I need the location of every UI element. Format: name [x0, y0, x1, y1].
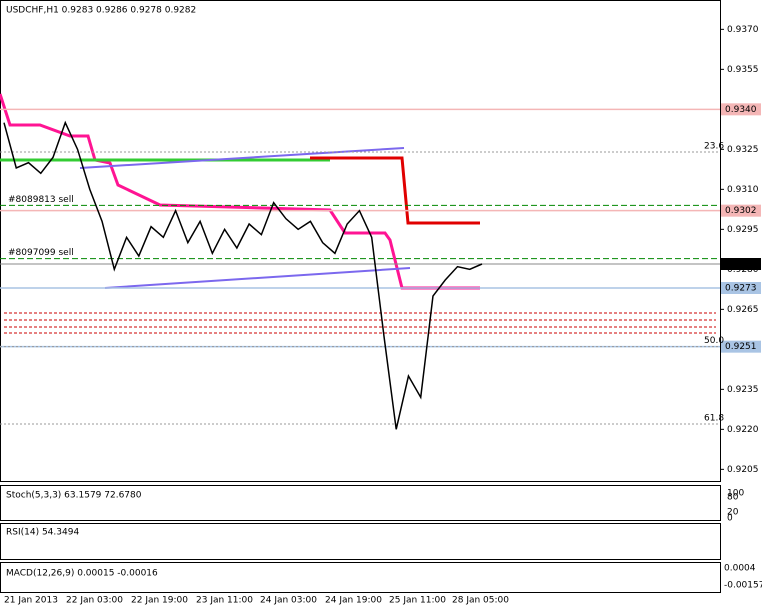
main-pane	[0, 0, 721, 482]
current-price-label: 0.9282	[725, 260, 757, 270]
level-tag	[721, 282, 761, 294]
level-tag	[721, 204, 761, 217]
macd-tick: 0.0004	[724, 564, 756, 574]
time-label: 24 Jan 19:00	[325, 596, 382, 606]
channel-top	[79, 147, 405, 169]
level-label: 0.9302	[725, 206, 757, 216]
current-price-tag	[721, 258, 761, 270]
level-label: 0.9251	[725, 342, 757, 352]
price-line	[3, 120, 483, 430]
time-label: 21 Jan 2013	[4, 596, 58, 606]
rsi-label: RSI(14) 54.3494	[6, 528, 79, 538]
header: USDCHF,H1 0.9283 0.9286 0.9278 0.9282	[6, 6, 196, 16]
price-label: 0.9310	[727, 185, 759, 195]
red-line	[310, 156, 480, 225]
stoch-pane	[0, 485, 721, 521]
level-label: 0.9273	[725, 284, 757, 294]
time-label: 24 Jan 03:00	[260, 596, 317, 606]
time-label: 28 Jan 05:00	[452, 596, 509, 606]
stoch-tick: 80	[727, 493, 739, 503]
price-label: 0.9355	[727, 65, 759, 75]
level-tag	[721, 103, 761, 116]
stoch-tick: 100	[727, 489, 744, 499]
time-label: 25 Jan 11:00	[389, 596, 446, 606]
stoch-label: Stoch(5,3,3) 63.1579 72.6780	[6, 491, 142, 501]
channel-bottom	[104, 267, 411, 289]
level-tag	[721, 340, 761, 353]
stoch-tick: 0	[727, 514, 733, 524]
stoch-tick: 20	[727, 508, 739, 518]
macd-tick: -0.00157	[724, 581, 762, 591]
fibo-label: 61.8	[704, 414, 724, 424]
price-label: 0.9205	[727, 465, 759, 475]
macd-label: MACD(12,26,9) 0.00015 -0.00016	[6, 569, 158, 579]
price-label: 0.9370	[727, 25, 759, 35]
level-label: 0.9340	[725, 105, 757, 115]
time-label: 22 Jan 19:00	[131, 596, 188, 606]
rsi-pane	[0, 523, 721, 560]
order-label: #8097099 sell	[8, 248, 74, 258]
price-label: 0.9325	[727, 145, 759, 155]
fibo-label: 50.0	[704, 336, 724, 346]
price-label: 0.9295	[727, 225, 759, 235]
time-label: 22 Jan 03:00	[66, 596, 123, 606]
price-label: 0.9235	[727, 385, 759, 395]
fibo-label: 23.6	[704, 142, 724, 152]
order-label: #8089813 sell	[8, 195, 74, 205]
price-label: 0.9220	[727, 425, 759, 435]
time-label: 23 Jan 11:00	[196, 596, 253, 606]
trailing-line	[0, 93, 480, 290]
price-label: 0.9265	[727, 305, 759, 315]
macd-pane	[0, 562, 721, 593]
